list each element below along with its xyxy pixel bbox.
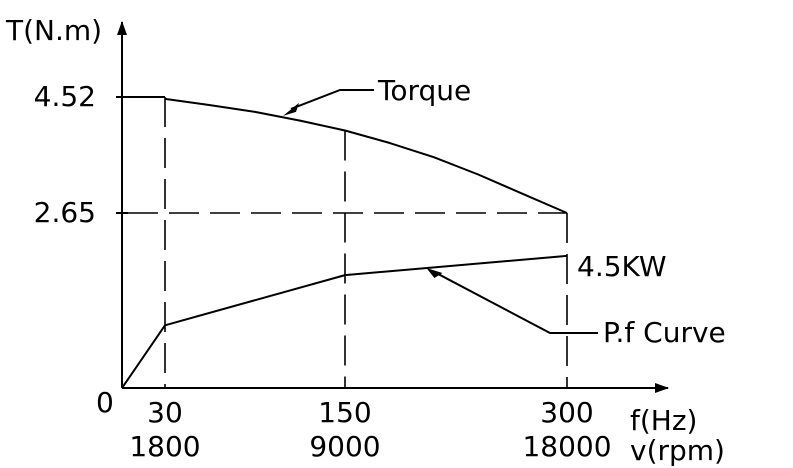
power-label: 4.5KW	[577, 250, 667, 283]
pf-arrowhead	[426, 268, 443, 279]
series-curves	[121, 97, 568, 389]
torque-label: Torque	[377, 74, 471, 107]
x-axis-title: f(Hz)	[630, 404, 697, 437]
x-tick-label-300: 300	[540, 396, 593, 429]
origin-label: 0	[96, 386, 114, 419]
x-axis-title-2: v(rpm)	[630, 434, 725, 467]
x-tick-rpm-18000: 18000	[522, 430, 611, 463]
pf-curve	[121, 254, 568, 389]
x-tick-label-150: 150	[318, 396, 371, 429]
guide-lines	[116, 96, 568, 388]
torque-curve	[164, 97, 568, 214]
torque-leader	[290, 89, 374, 110]
torque-arrowhead	[283, 102, 299, 116]
annotation-leaders	[283, 89, 598, 334]
x-tick-label-30: 30	[147, 396, 183, 429]
pf-leader	[435, 272, 598, 334]
pf-curve-label: P.f Curve	[603, 316, 726, 349]
y-tick-label-2.65: 2.65	[34, 196, 96, 229]
x-tick-rpm-9000: 9000	[309, 430, 380, 463]
x-tick-rpm-1800: 1800	[129, 430, 200, 463]
y-tick-label-4.52: 4.52	[34, 80, 96, 113]
y-axis-title: T(N.m)	[5, 14, 102, 47]
